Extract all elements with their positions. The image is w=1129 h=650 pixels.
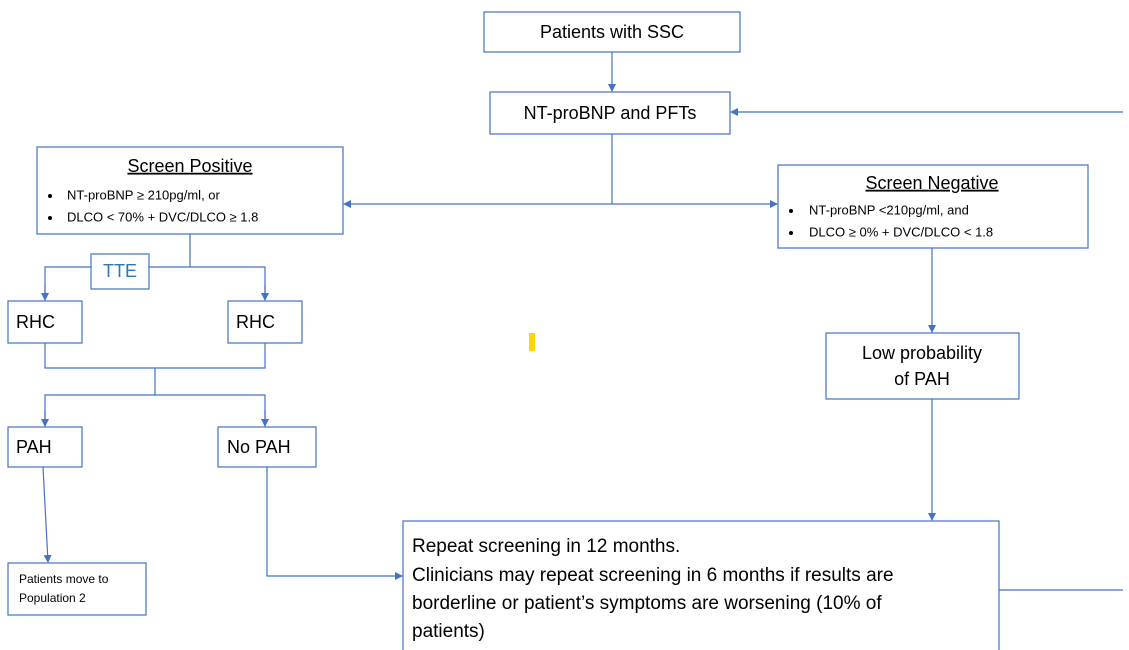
arrow (42, 466, 52, 563)
box (489, 91, 731, 135)
node-start: Patients with SSC (483, 11, 741, 53)
box (7, 562, 147, 616)
label: Clinicians may repeat screening in 6 mon… (412, 565, 894, 586)
node-low-probability: Low probability of PAH (825, 332, 1020, 400)
title: Screen Negative (865, 173, 998, 193)
label: TTE (103, 261, 137, 281)
box (90, 253, 150, 290)
label: RHC (236, 312, 275, 332)
label: No PAH (227, 437, 291, 457)
label: of PAH (894, 369, 950, 389)
label: RHC (16, 312, 55, 332)
bullet (789, 209, 793, 213)
label: PAH (16, 437, 52, 457)
node-screen-positive: Screen Positive NT-proBNP ≥ 210pg/ml, or… (36, 146, 344, 235)
connector (44, 343, 266, 369)
item: NT-proBNP ≥ 210pg/ml, or (67, 187, 221, 202)
label: Population 2 (19, 591, 86, 605)
label: patients) (412, 621, 485, 642)
node-rhc-right: RHC (227, 300, 303, 344)
box (227, 300, 303, 344)
connectors (41, 52, 1123, 591)
node-rhc-left: RHC (7, 300, 83, 344)
box (777, 164, 1089, 249)
bullet (789, 231, 793, 235)
label: Patients move to (19, 572, 109, 586)
node-pah: PAH (7, 426, 83, 468)
box (825, 332, 1020, 400)
label: Low probability (862, 343, 982, 363)
node-repeat: Repeat screening in 12 months. Clinician… (402, 520, 1000, 650)
box (7, 300, 83, 344)
bullet (48, 194, 52, 198)
box (217, 426, 317, 468)
title: Screen Positive (127, 156, 252, 176)
box (483, 11, 741, 53)
item: DLCO < 70% + DVC/DLCO ≥ 1.8 (67, 209, 258, 224)
connector (44, 394, 266, 426)
node-population2: Patients move to Population 2 (7, 562, 147, 616)
node-screening: NT-proBNP and PFTs (489, 91, 731, 135)
node-no-pah: No PAH (217, 426, 317, 468)
label: NT-proBNP and PFTs (524, 103, 697, 123)
cursor-mark (529, 333, 535, 351)
item: NT-proBNP <210pg/ml, and (809, 202, 969, 217)
box (402, 520, 1000, 650)
connector (44, 266, 266, 300)
arrow (266, 467, 403, 580)
label: Repeat screening in 12 months. (412, 536, 680, 557)
box (7, 426, 83, 468)
label: Patients with SSC (540, 22, 684, 42)
item: DLCO ≥ 0% + DVC/DLCO < 1.8 (809, 224, 993, 239)
box (36, 146, 344, 235)
bullet (48, 216, 52, 220)
label: borderline or patient’s symptoms are wor… (412, 593, 882, 614)
node-screen-negative: Screen Negative NT-proBNP <210pg/ml, and… (777, 164, 1089, 249)
node-tte: TTE (90, 253, 150, 290)
